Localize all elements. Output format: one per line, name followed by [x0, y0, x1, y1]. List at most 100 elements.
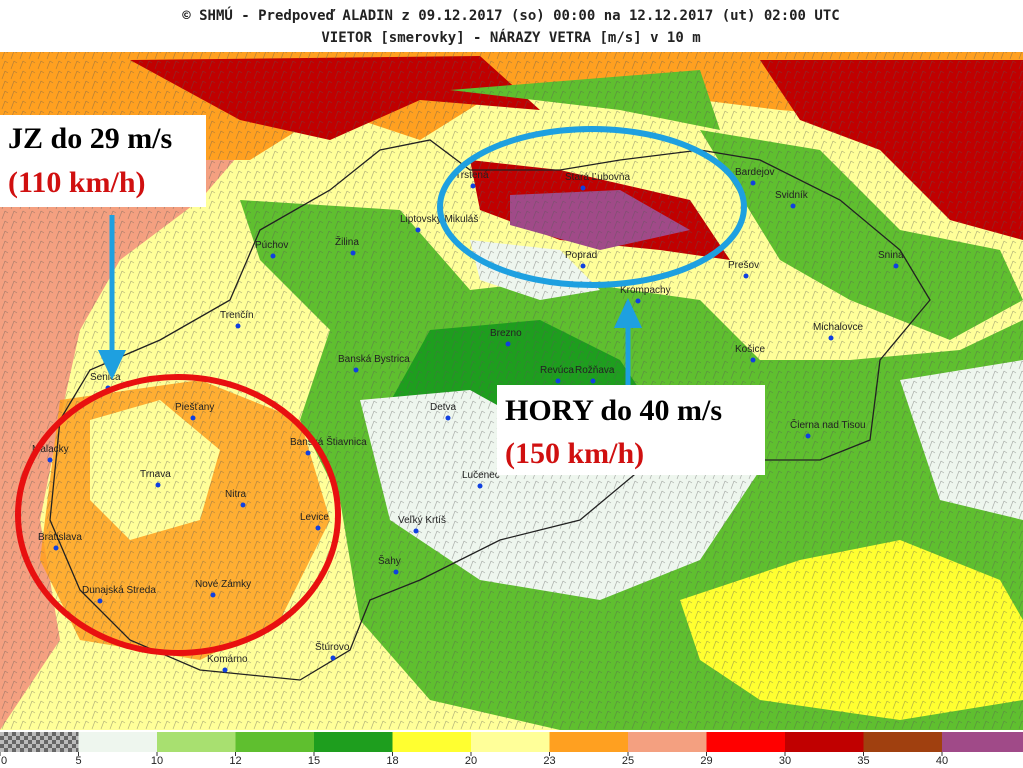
- city-dot: [235, 323, 241, 329]
- colorbar-segment: [628, 732, 707, 752]
- city-label: Trnava: [140, 469, 171, 480]
- city-dot: [155, 482, 161, 488]
- map: [0, 52, 1023, 730]
- colorbar-segment: [314, 732, 393, 752]
- city-label: Revúca: [540, 365, 574, 376]
- colorbar-label: 23: [543, 755, 555, 767]
- city-label: Dunajská Streda: [82, 585, 156, 596]
- city-dot: [893, 263, 899, 269]
- city-dot: [413, 528, 419, 534]
- colorbar-label: 10: [151, 755, 163, 767]
- arrow-head: [98, 350, 126, 380]
- city-label: Bardejov: [735, 167, 774, 178]
- header-line2: VIETOR [smerovky] - NÁRAZY VETRA [m/s] v…: [321, 29, 700, 46]
- city-label: Lučenec: [462, 470, 500, 481]
- colorbar-label: 29: [700, 755, 712, 767]
- city-label: Trstená: [455, 170, 489, 181]
- city-dot: [393, 569, 399, 575]
- city-dot: [97, 598, 103, 604]
- colorbar-label: 25: [622, 755, 634, 767]
- city-dot: [580, 185, 586, 191]
- colorbar-segment: [706, 732, 785, 752]
- colorbar: 0 5 10 12 15 18 20 23 25 29 30 35 40: [0, 732, 1023, 767]
- city-dot: [47, 457, 53, 463]
- city-dot: [555, 378, 561, 384]
- city-dot: [305, 450, 311, 456]
- city-dot: [415, 227, 421, 233]
- city-label: Bratislava: [38, 532, 82, 543]
- city-label: Snina: [878, 250, 904, 261]
- colorbar-segment: [392, 732, 471, 752]
- city-label: Trenčín: [220, 310, 254, 321]
- annotation-text: JZ do 29 m/s: [8, 122, 172, 155]
- city-label: Malacky: [32, 444, 69, 455]
- colorbar-segment: [0, 732, 79, 752]
- city-dot: [805, 433, 811, 439]
- colorbar-segment: [785, 732, 864, 752]
- annotation-sub: (110 km/h): [8, 166, 146, 199]
- city-label: Poprad: [565, 250, 597, 261]
- city-dot: [240, 502, 246, 508]
- city-label: Košice: [735, 344, 765, 355]
- city-dot: [470, 183, 476, 189]
- arrow-head: [614, 298, 642, 328]
- city-dot: [828, 335, 834, 341]
- city-dot: [505, 341, 511, 347]
- city-dot: [330, 655, 336, 661]
- header-line1: © SHMÚ - Predpoveď ALADIN z 09.12.2017 (…: [182, 6, 839, 24]
- colorbar-label: 35: [857, 755, 869, 767]
- city-dot: [190, 415, 196, 421]
- annotation-box: [497, 385, 765, 475]
- city-label: Senica: [90, 372, 121, 383]
- city-label: Štúrovo: [315, 640, 350, 653]
- city-label: Komárno: [207, 654, 248, 665]
- city-label: Nitra: [225, 489, 247, 500]
- colorbar-label: 12: [229, 755, 241, 767]
- colorbar-label: 40: [936, 755, 948, 767]
- city-label: Banská Bystrica: [338, 354, 410, 365]
- city-label: Michalovce: [813, 322, 863, 333]
- city-dot: [445, 415, 451, 421]
- city-dot: [580, 263, 586, 269]
- city-label: Rožňava: [575, 365, 615, 376]
- annotation-box: [0, 115, 206, 207]
- city-label: Veľký Krtíš: [398, 515, 446, 526]
- highlight-ellipse: [437, 126, 747, 288]
- colorbar-segment: [78, 732, 157, 752]
- colorbar-segment: [942, 732, 1023, 752]
- city-dot: [210, 592, 216, 598]
- city-dot: [743, 273, 749, 279]
- city-label: Banská Štiavnica: [290, 435, 367, 448]
- city-dot: [315, 525, 321, 531]
- city-label: Nové Zámky: [195, 579, 251, 590]
- city-dot: [750, 357, 756, 363]
- colorbar-label: 30: [779, 755, 791, 767]
- colorbar-label: 5: [75, 755, 81, 767]
- colorbar-label: 18: [386, 755, 398, 767]
- city-dot: [350, 250, 356, 256]
- city-dot: [222, 667, 228, 673]
- city-dot: [590, 378, 596, 384]
- city-label: Krompachy: [620, 285, 671, 296]
- annotation-text: HORY do 40 m/s: [505, 394, 722, 427]
- colorbar-label: 20: [465, 755, 477, 767]
- city-dot: [750, 180, 756, 186]
- city-dot: [790, 203, 796, 209]
- colorbar-label: 0: [1, 755, 7, 767]
- city-label: Piešťany: [175, 402, 214, 413]
- colorbar-segment: [471, 732, 550, 752]
- city-label: Šahy: [378, 554, 401, 567]
- city-dot: [353, 367, 359, 373]
- city-label: Stará Ľubovňa: [565, 172, 630, 183]
- colorbar-label: 15: [308, 755, 320, 767]
- city-label: Brezno: [490, 328, 522, 339]
- colorbar-segment: [863, 732, 942, 752]
- city-dot: [635, 298, 641, 304]
- city-label: Detva: [430, 402, 457, 413]
- city-label: Čierna nad Tisou: [790, 418, 866, 431]
- city-label: Svidník: [775, 190, 809, 201]
- colorbar-segment: [549, 732, 628, 752]
- city-label: Púchov: [255, 240, 288, 251]
- city-label: Levice: [300, 512, 329, 523]
